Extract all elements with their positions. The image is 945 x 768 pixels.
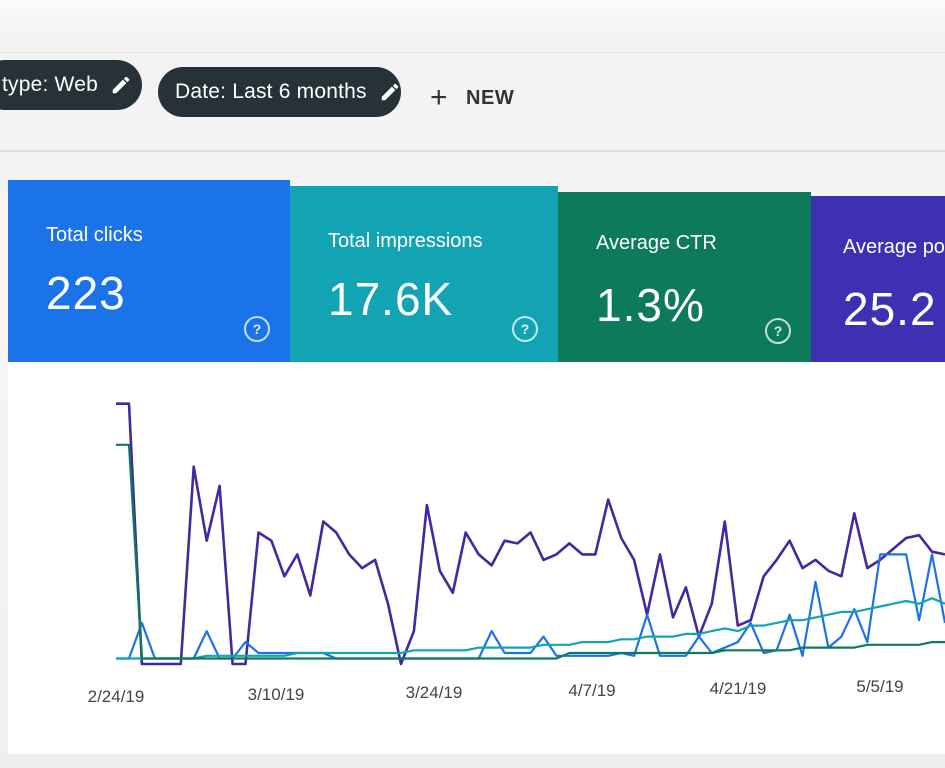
metric-value: 25.2 — [843, 283, 937, 335]
metric-card-average-position[interactable]: Average posi 25.2 — [811, 196, 945, 364]
help-circle-icon[interactable]: ? — [512, 316, 538, 342]
x-tick-label: 4/21/19 — [710, 679, 767, 698]
series-line-1 — [116, 553, 945, 660]
x-tick-label: 2/24/19 — [88, 687, 145, 706]
date-range-filter-chip[interactable]: Date: Last 6 months — [158, 67, 401, 117]
series-line-3 — [116, 443, 945, 660]
series-line-2 — [116, 597, 945, 660]
metric-label: Average CTR — [596, 232, 717, 254]
series-line-0 — [116, 402, 945, 666]
metric-card-average-ctr[interactable]: Average CTR 1.3% ? — [558, 192, 811, 364]
new-filter-button[interactable]: + NEW — [430, 82, 514, 114]
pencil-icon[interactable] — [379, 81, 401, 103]
metric-card-total-clicks[interactable]: Total clicks 223 ? — [8, 180, 290, 362]
metric-value: 17.6K — [328, 273, 454, 325]
filter-row: type: Web Date: Last 6 months + NEW — [0, 60, 945, 130]
x-tick-label: 3/24/19 — [406, 683, 463, 702]
search-type-filter-label: type: Web — [2, 73, 98, 96]
help-circle-icon[interactable]: ? — [244, 316, 270, 342]
metric-value: 1.3% — [596, 279, 705, 331]
plus-icon: + — [430, 81, 449, 114]
pencil-icon[interactable] — [110, 74, 132, 96]
performance-chart-panel: 2/24/19 3/10/19 3/24/19 4/7/19 4/21/19 5/5/19 — [8, 362, 945, 754]
help-circle-icon[interactable]: ? — [765, 318, 791, 344]
x-tick-label: 4/7/19 — [568, 681, 615, 700]
new-filter-label: NEW — [466, 86, 515, 109]
x-tick-label: 3/10/19 — [248, 685, 305, 704]
metric-card-total-impressions[interactable]: Total impressions 17.6K ? — [290, 186, 558, 362]
date-range-filter-label: Date: Last 6 months — [175, 80, 367, 103]
search-type-filter-chip[interactable]: type: Web — [0, 60, 142, 110]
x-tick-label: 5/5/19 — [856, 677, 903, 696]
metric-label: Average posi — [843, 236, 945, 258]
performance-chart: 2/24/19 3/10/19 3/24/19 4/7/19 4/21/19 5/5/19 — [88, 402, 945, 706]
metric-label: Total impressions — [328, 230, 483, 252]
metric-value: 223 — [46, 267, 126, 319]
top-bar — [0, 0, 945, 53]
metric-label: Total clicks — [46, 224, 143, 246]
divider — [0, 150, 945, 152]
